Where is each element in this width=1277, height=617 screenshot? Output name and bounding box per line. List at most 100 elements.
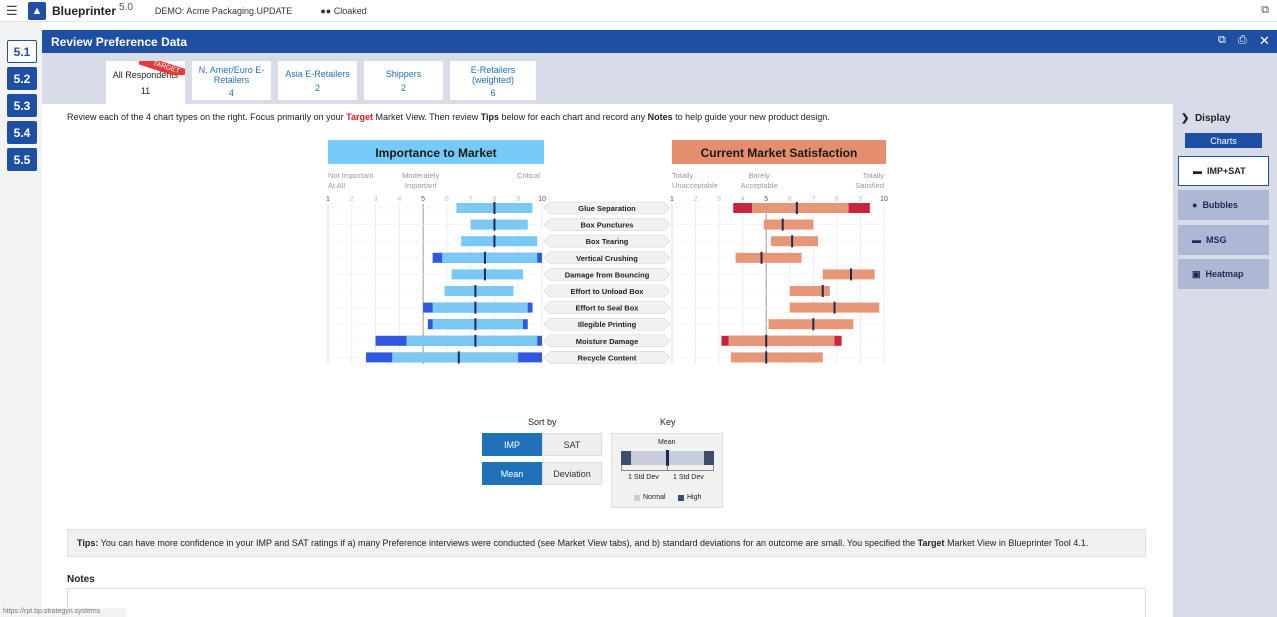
tips-box: Tips: You can have more confidence in yo…: [67, 529, 1146, 557]
outcome-label: Effort to Seal Box: [576, 304, 640, 313]
outcome-label-box: [543, 317, 671, 331]
cloaked-toggle[interactable]: ●● Cloaked: [320, 6, 366, 16]
modal-header: Review Preference Data ⧉ ⎙ ✕: [42, 30, 1277, 53]
tab-count: 2: [314, 83, 320, 93]
nav-step-5-2[interactable]: 5.2: [7, 67, 37, 90]
imp-tick-label: 10: [538, 196, 546, 203]
step-nav: 5.1 5.2 5.3 5.4 5.5: [0, 22, 42, 617]
imp-std-bar: [470, 219, 528, 230]
tab-eretailers-weighted[interactable]: E-Retailers (weighted) 6: [450, 61, 536, 100]
imp-std-bar: [392, 352, 519, 363]
tab-label: All Respondents: [112, 70, 179, 80]
print-icon[interactable]: ⎙: [1238, 34, 1247, 46]
nav-step-5-5[interactable]: 5.5: [7, 148, 37, 171]
notes-textarea[interactable]: [67, 588, 1146, 617]
nav-step-5-1[interactable]: 5.1: [7, 40, 37, 63]
key-std-left: 1 Std Dev: [628, 474, 659, 481]
outcome-label: Damage from Bouncing: [565, 270, 650, 279]
sat-tick-label: 6: [788, 196, 792, 203]
display-bubbles-button[interactable]: ● Bubbles: [1178, 190, 1269, 220]
demo-project-label[interactable]: DEMO: Acme Packaging.UPDATE: [154, 5, 293, 16]
imp-std-bar: [451, 269, 523, 280]
fullscreen-icon[interactable]: ⧉: [1261, 4, 1269, 16]
outcome-label: Box Tearing: [586, 237, 629, 246]
sat-tick-label: 9: [858, 196, 862, 203]
outcome-label: Glue Separation: [578, 204, 636, 213]
sort-imp-button[interactable]: IMP: [482, 433, 542, 456]
chart-key: Mean 1 Std Dev 1 Std Dev Normal High: [611, 433, 723, 508]
sat-scale-mid: Barely: [749, 171, 771, 180]
display-toggle[interactable]: ❯ Display: [1181, 113, 1231, 124]
imp-tick-label: 9: [516, 196, 520, 203]
key-high-label: High: [687, 494, 702, 501]
outcome-label: Recycle Content: [578, 353, 637, 362]
sat-mean-marker: [821, 285, 824, 297]
sat-tick-label: 5: [764, 196, 768, 203]
tab-label: E-Retailers (weighted): [470, 65, 516, 85]
tab-label: Shippers: [385, 69, 422, 79]
market-view-tabs: TARGET All Respondents 11 N. Amer/Euro E…: [42, 53, 1173, 104]
imp-tick-label: 1: [326, 196, 330, 203]
tab-asia-eretailers[interactable]: Asia E-Retailers 2: [278, 61, 357, 100]
key-std-right: 1 Std Dev: [673, 474, 704, 481]
imp-chart-title: Importance to Market: [375, 146, 496, 160]
sat-tick-label: 8: [835, 196, 839, 203]
imp-std-bar: [442, 252, 538, 263]
modal-title: Review Preference Data: [51, 35, 188, 49]
heatmap-icon: ▣: [1192, 268, 1201, 279]
tab-shippers[interactable]: Shippers 2: [364, 61, 443, 100]
charts-header: Charts: [1185, 133, 1262, 148]
tab-label: N. Amer/Euro E-Retailers: [198, 65, 265, 85]
display-imp-sat-button[interactable]: ▬ IMP+SAT: [1178, 156, 1269, 186]
imp-std-bar: [432, 302, 528, 313]
outcome-label-box: [543, 234, 671, 248]
imp-std-bar: [432, 319, 523, 330]
outcome-label: Box Punctures: [581, 221, 634, 230]
close-icon[interactable]: ✕: [1259, 33, 1270, 48]
tab-namer-euro-eretailers[interactable]: N. Amer/Euro E-Retailers 4: [192, 61, 271, 100]
sat-tick-label: 3: [717, 196, 721, 203]
cloaked-label: Cloaked: [333, 5, 367, 16]
outcome-label-box: [543, 301, 671, 314]
outcome-label-box: [543, 218, 671, 231]
display-heatmap-button[interactable]: ▣ Heatmap: [1178, 259, 1269, 289]
nav-step-5-4[interactable]: 5.4: [7, 121, 37, 144]
imp-sat-icon: ▬: [1193, 166, 1202, 176]
display-msg-button[interactable]: ▬ MSG: [1178, 225, 1269, 255]
outcome-label-box: [543, 251, 671, 265]
top-bar: ☰ ▲ Blueprinter 5.0 DEMO: Acme Packaging…: [0, 0, 1277, 22]
sat-mean-marker: [760, 251, 763, 264]
imp-tick-label: 8: [492, 196, 496, 203]
sat-std-bar: [730, 352, 823, 363]
nav-step-5-3[interactable]: 5.3: [7, 94, 37, 117]
imp-tick-label: 5: [421, 196, 425, 203]
outcome-label: Moisture Damage: [576, 337, 639, 346]
hamburger-menu-icon[interactable]: ☰: [6, 2, 18, 18]
imp-mean-marker: [493, 235, 496, 248]
display-panel: ❯ Display Charts ▬ IMP+SAT ● Bubbles ▬ MSG …: [1173, 53, 1277, 617]
sat-scale-low-2: Unacceptable: [672, 181, 718, 190]
imp-scale-mid: Moderately: [402, 171, 439, 180]
imp-mean-marker: [493, 202, 496, 214]
imp-std-bar: [406, 335, 538, 346]
sat-mean-marker: [781, 218, 784, 231]
imp-mean-marker: [474, 301, 477, 314]
instructions-text: Review each of the 4 chart types on the …: [67, 112, 830, 122]
imp-tick-label: 3: [374, 196, 378, 203]
sat-tick-label: 4: [741, 196, 745, 203]
sat-std-bar: [768, 319, 854, 330]
sort-mean-button[interactable]: Mean: [482, 462, 542, 485]
imp-mean-marker: [474, 334, 477, 347]
sat-std-bar: [735, 252, 802, 263]
sort-sat-button[interactable]: SAT: [542, 433, 602, 456]
imp-title-bar: [328, 140, 544, 164]
imp-mean-marker: [457, 351, 460, 364]
sort-deviation-button[interactable]: Deviation: [542, 462, 602, 485]
app-name: Blueprinter: [52, 3, 117, 18]
popout-icon[interactable]: ⧉: [1218, 34, 1226, 46]
tab-count: 2: [400, 83, 406, 93]
sat-mean-marker: [850, 268, 853, 281]
tab-all-respondents[interactable]: TARGET All Respondents 11: [106, 61, 185, 104]
sat-mean-marker: [795, 202, 798, 214]
